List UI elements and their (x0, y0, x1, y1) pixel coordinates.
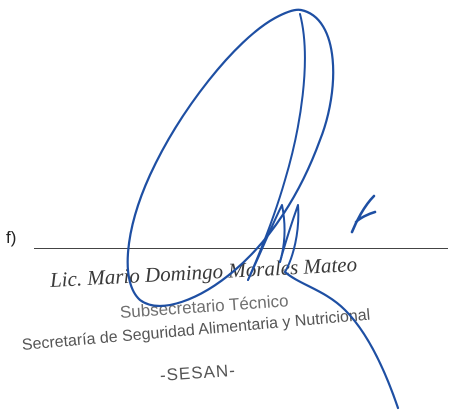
signature-line (34, 248, 448, 249)
signature-prefix: f) (6, 228, 17, 247)
